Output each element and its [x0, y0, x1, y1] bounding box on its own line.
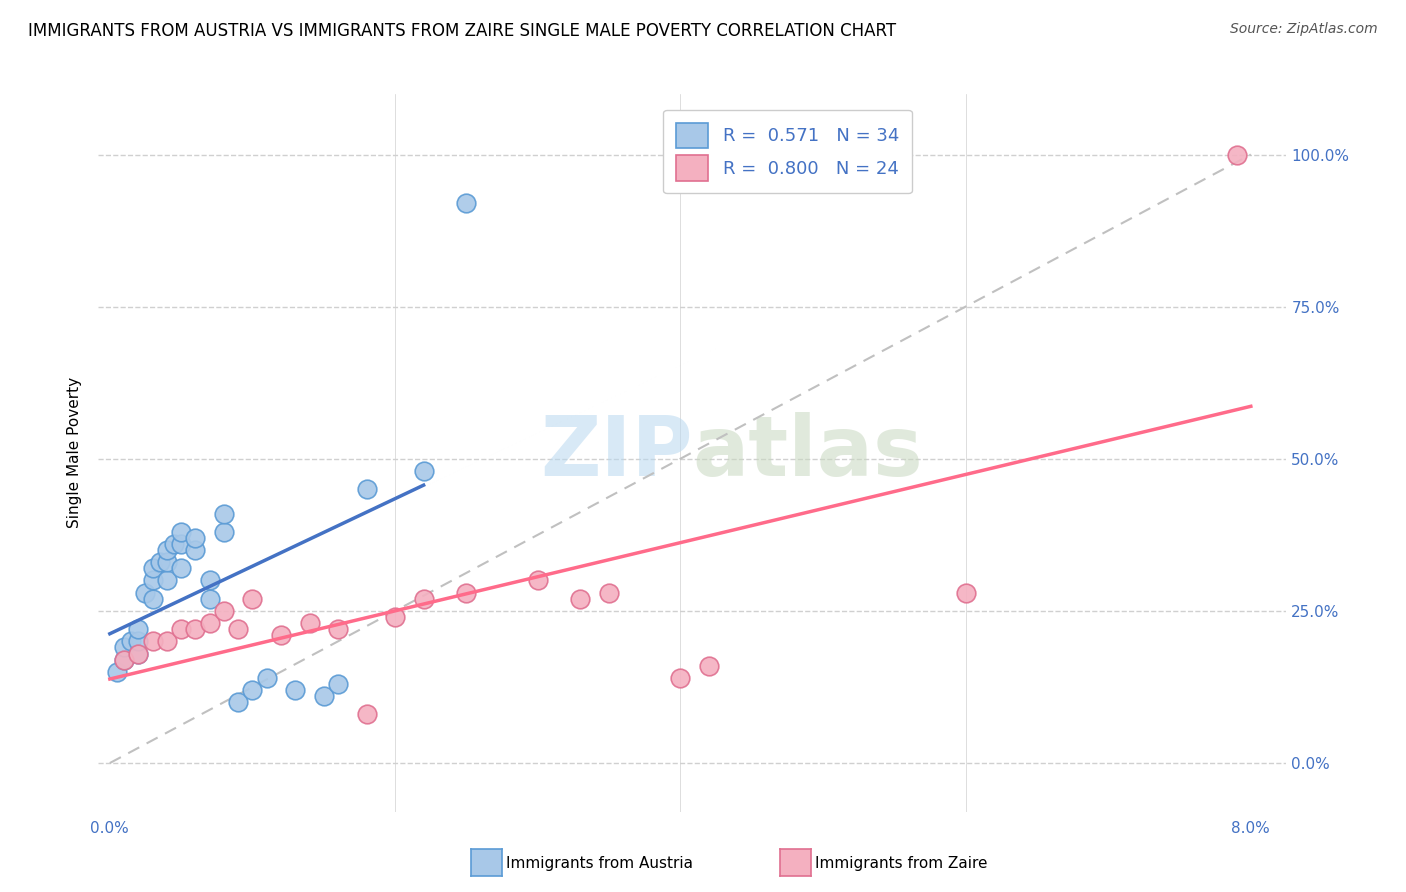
Point — [955, 585, 977, 599]
Point — [112, 652, 135, 666]
Point — [312, 689, 335, 703]
Text: atlas: atlas — [692, 412, 924, 493]
Point — [112, 652, 135, 666]
Text: ZIP: ZIP — [540, 412, 692, 493]
Point — [149, 555, 172, 569]
Point — [156, 555, 179, 569]
Point — [212, 507, 235, 521]
Point — [198, 591, 221, 606]
Point — [127, 634, 149, 648]
Point — [134, 585, 156, 599]
Y-axis label: Single Male Poverty: Single Male Poverty — [67, 377, 83, 528]
Point — [170, 524, 193, 539]
Point — [112, 640, 135, 655]
Point — [384, 610, 406, 624]
Point — [105, 665, 128, 679]
Point — [284, 683, 307, 698]
Point — [526, 574, 548, 588]
Point — [356, 482, 378, 496]
Point — [412, 591, 434, 606]
Text: Immigrants from Zaire: Immigrants from Zaire — [815, 856, 988, 871]
Point — [184, 622, 207, 636]
Point — [198, 616, 221, 631]
Text: 0.0%: 0.0% — [90, 821, 129, 836]
Point — [163, 537, 186, 551]
Point — [142, 591, 165, 606]
Point — [142, 561, 165, 575]
Point — [127, 647, 149, 661]
Point — [156, 634, 179, 648]
Point — [226, 695, 249, 709]
Point — [326, 622, 349, 636]
Point — [120, 634, 142, 648]
Point — [356, 707, 378, 722]
Point — [170, 622, 193, 636]
Point — [326, 677, 349, 691]
Point — [298, 616, 321, 631]
Point — [142, 574, 165, 588]
Point — [127, 647, 149, 661]
Point — [156, 574, 179, 588]
Point — [184, 543, 207, 558]
Point — [184, 531, 207, 545]
Point — [242, 591, 264, 606]
Text: 8.0%: 8.0% — [1232, 821, 1270, 836]
Point — [569, 591, 592, 606]
Point — [669, 671, 692, 685]
Point — [456, 585, 478, 599]
Point — [170, 537, 193, 551]
Point — [412, 464, 434, 478]
Point — [456, 196, 478, 211]
Point — [270, 628, 292, 642]
Point — [212, 604, 235, 618]
Text: IMMIGRANTS FROM AUSTRIA VS IMMIGRANTS FROM ZAIRE SINGLE MALE POVERTY CORRELATION: IMMIGRANTS FROM AUSTRIA VS IMMIGRANTS FR… — [28, 22, 896, 40]
Point — [1225, 147, 1247, 161]
Point — [598, 585, 620, 599]
Point — [226, 622, 249, 636]
Point — [256, 671, 278, 685]
Point — [212, 524, 235, 539]
Text: Immigrants from Austria: Immigrants from Austria — [506, 856, 693, 871]
Point — [697, 658, 720, 673]
Point — [142, 634, 165, 648]
Point — [242, 683, 264, 698]
Text: Source: ZipAtlas.com: Source: ZipAtlas.com — [1230, 22, 1378, 37]
Point — [127, 622, 149, 636]
Legend: R =  0.571   N = 34, R =  0.800   N = 24: R = 0.571 N = 34, R = 0.800 N = 24 — [664, 110, 912, 194]
Point — [156, 543, 179, 558]
Point — [170, 561, 193, 575]
Point — [198, 574, 221, 588]
